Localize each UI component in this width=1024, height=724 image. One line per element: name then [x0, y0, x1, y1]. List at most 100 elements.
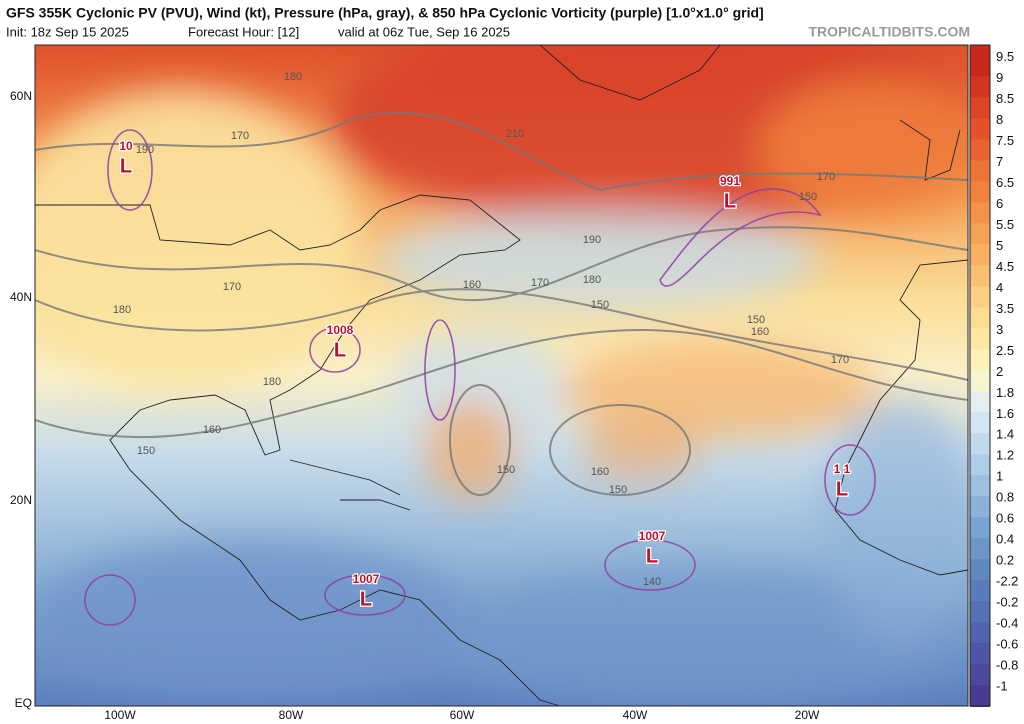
low-symbol: L — [120, 155, 132, 177]
contour-label: 180 — [263, 376, 281, 388]
colorbar-label: 1.8 — [996, 385, 1014, 400]
contour-label: 170 — [817, 171, 835, 183]
low-pressure-value: 991 — [720, 174, 740, 188]
colorbar-swatch — [970, 391, 990, 414]
colorbar-swatch — [970, 496, 990, 519]
longitude-label: 20W — [795, 708, 820, 722]
contour-label: 210 — [506, 128, 524, 140]
colorbar-swatch — [970, 181, 990, 204]
colorbar-label: 7 — [996, 154, 1003, 169]
colorbar-swatch — [970, 286, 990, 309]
low-pressure-value: 1007 — [639, 529, 666, 543]
colorbar-swatch — [970, 307, 990, 330]
contour-label: 160 — [591, 466, 609, 478]
colorbar-label: -0.8 — [996, 658, 1018, 673]
colorbar-swatch — [970, 160, 990, 183]
colorbar-frame — [969, 44, 991, 707]
low-pressure-value: 1 1 — [834, 462, 851, 476]
colorbar-swatch — [970, 328, 990, 351]
contour-label: 170 — [831, 354, 849, 366]
colorbar-label: 8.5 — [996, 91, 1014, 106]
colorbar-swatch — [970, 475, 990, 498]
contour-label: 150 — [747, 314, 765, 326]
contour-label: 190 — [583, 234, 601, 246]
latitude-label: EQ — [15, 696, 32, 710]
colorbar-swatch — [970, 139, 990, 162]
colorbar-label: 5 — [996, 238, 1003, 253]
contour-label: 160 — [751, 326, 769, 338]
latitude-label: 20N — [10, 493, 32, 507]
map-frame — [34, 44, 969, 707]
contour-label: 160 — [463, 279, 481, 291]
valid-time: valid at 06z Tue, Sep 16 2025 — [338, 24, 510, 39]
contour-label: 160 — [203, 424, 221, 436]
colorbar-label: 9.5 — [996, 49, 1014, 64]
low-pressure-value: 1008 — [327, 323, 354, 337]
colorbar-swatch — [970, 643, 990, 666]
colorbar-label: 7.5 — [996, 133, 1014, 148]
colorbar-swatch — [970, 244, 990, 267]
colorbar-swatch — [970, 454, 990, 477]
low-pressure-value: 1007 — [353, 572, 380, 586]
colorbar-label: 5.5 — [996, 217, 1014, 232]
colorbar-label: 9 — [996, 70, 1003, 85]
colorbar-label: -0.2 — [996, 595, 1018, 610]
colorbar-label: -2.2 — [996, 574, 1018, 589]
contour-label: 150 — [497, 464, 515, 476]
map-title: GFS 355K Cyclonic PV (PVU), Wind (kt), P… — [6, 5, 764, 21]
contour-label: 180 — [284, 71, 302, 83]
colorbar-swatch — [970, 76, 990, 99]
latitude-label: 60N — [10, 89, 32, 103]
contour-label: 150 — [799, 191, 817, 203]
colorbar-swatch — [970, 223, 990, 246]
contour-label: 140 — [643, 576, 661, 588]
low-pressure-value: 10 — [119, 139, 133, 153]
init-time: Init: 18z Sep 15 2025 — [6, 24, 129, 39]
colorbar-swatch — [970, 622, 990, 645]
colorbar-label: 6.5 — [996, 175, 1014, 190]
colorbar-swatch — [970, 202, 990, 225]
longitude-label: 80W — [279, 708, 304, 722]
colorbar-label: 0.8 — [996, 490, 1014, 505]
colorbar-label: 2 — [996, 364, 1003, 379]
colorbar-swatch — [970, 580, 990, 603]
colorbar-label: 3 — [996, 322, 1003, 337]
colorbar-swatch — [970, 349, 990, 372]
vorticity-contours — [84, 129, 876, 626]
pressure-contours — [35, 111, 968, 496]
low-symbol: L — [724, 190, 736, 212]
colorbar-label: -0.6 — [996, 637, 1018, 652]
colorbar-top — [970, 45, 990, 57]
low-symbol: L — [360, 588, 372, 610]
colorbar-label: -0.4 — [996, 616, 1018, 631]
colorbar-swatch — [970, 412, 990, 435]
colorbar-label: 0.6 — [996, 511, 1014, 526]
colorbar-label: 4 — [996, 280, 1003, 295]
forecast-hour: Forecast Hour: [12] — [188, 24, 299, 39]
colorbar-label: 0.2 — [996, 553, 1014, 568]
contour-label: 180 — [583, 274, 601, 286]
longitude-label: 60W — [450, 708, 475, 722]
colorbar-swatch — [970, 118, 990, 141]
low-symbol: L — [836, 478, 848, 500]
contour-label: 170 — [531, 277, 549, 289]
colorbar-label: 2.5 — [996, 343, 1014, 358]
contour-label: 150 — [137, 445, 155, 457]
colorbar-swatch — [970, 265, 990, 288]
overlay: 60N 40N 20N EQ 100W 80W 60W 40W 20W 9.5 9 8.5 8 7.5 7 6… — [10, 44, 1018, 722]
contour-label: 150 — [609, 484, 627, 496]
contour-label: 190 — [136, 144, 154, 156]
colorbar-swatch — [970, 517, 990, 540]
colorbar-label: 0.4 — [996, 532, 1014, 547]
colorbar-swatch — [970, 601, 990, 624]
longitude-label: 100W — [104, 708, 136, 722]
low-symbol: L — [646, 545, 658, 567]
colorbar-label: 1.4 — [996, 427, 1014, 442]
colorbar-label: 3.5 — [996, 301, 1014, 316]
low-symbol: L — [334, 339, 346, 361]
colorbar-swatch — [970, 559, 990, 582]
colorbar-swatch — [970, 370, 990, 393]
colorbar-label: 1.2 — [996, 448, 1014, 463]
map-field — [35, 45, 968, 706]
